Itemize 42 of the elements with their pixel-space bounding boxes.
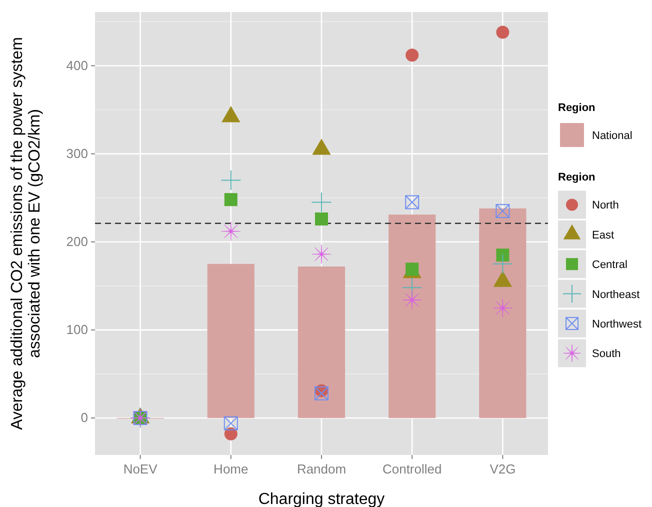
x-axis-title: Charging strategy: [258, 491, 385, 507]
point: [221, 222, 241, 241]
point: [496, 248, 510, 262]
x-tick-label: V2G: [490, 462, 516, 477]
legend-label: Northwest: [592, 318, 642, 330]
point: [405, 195, 420, 210]
point: [311, 192, 332, 212]
x-tick-label: Random: [296, 462, 346, 477]
point: [496, 26, 510, 39]
y-tick-label: 100: [66, 322, 88, 338]
legend-label: Northeast: [592, 288, 640, 301]
point: [224, 427, 238, 440]
bar: [388, 214, 436, 418]
point: [406, 48, 419, 62]
x-tick-label: Home: [214, 462, 248, 477]
legend-label: Central: [592, 259, 628, 272]
bar: [207, 264, 254, 418]
point: [312, 244, 332, 264]
legend-title: Region: [558, 102, 596, 114]
point: [314, 386, 328, 400]
y-axis-title: Average additional CO2 emissions of the power system associated with one EV (gCO2/km): [9, 37, 44, 430]
y-tick-label: 200: [66, 234, 88, 250]
point: [492, 254, 513, 274]
point: [315, 212, 328, 226]
legend-label: North: [592, 200, 619, 212]
y-tick-label: 0: [80, 410, 88, 426]
legend-label: East: [592, 229, 614, 242]
x-tick-label: NoEV: [123, 462, 158, 477]
point: [493, 298, 512, 318]
legend-label: National: [592, 130, 632, 142]
point: [496, 204, 510, 218]
text: Region: [558, 172, 596, 184]
y-tick-label: 400: [66, 58, 88, 73]
x-tick-label: Controlled: [382, 462, 442, 477]
point: [224, 193, 238, 206]
y-tick-label: 300: [66, 146, 88, 161]
legend-label: South: [592, 348, 621, 360]
point: [402, 290, 422, 310]
point: [220, 170, 242, 190]
bar: [298, 266, 346, 418]
bar: [479, 208, 526, 418]
point: [224, 416, 238, 430]
